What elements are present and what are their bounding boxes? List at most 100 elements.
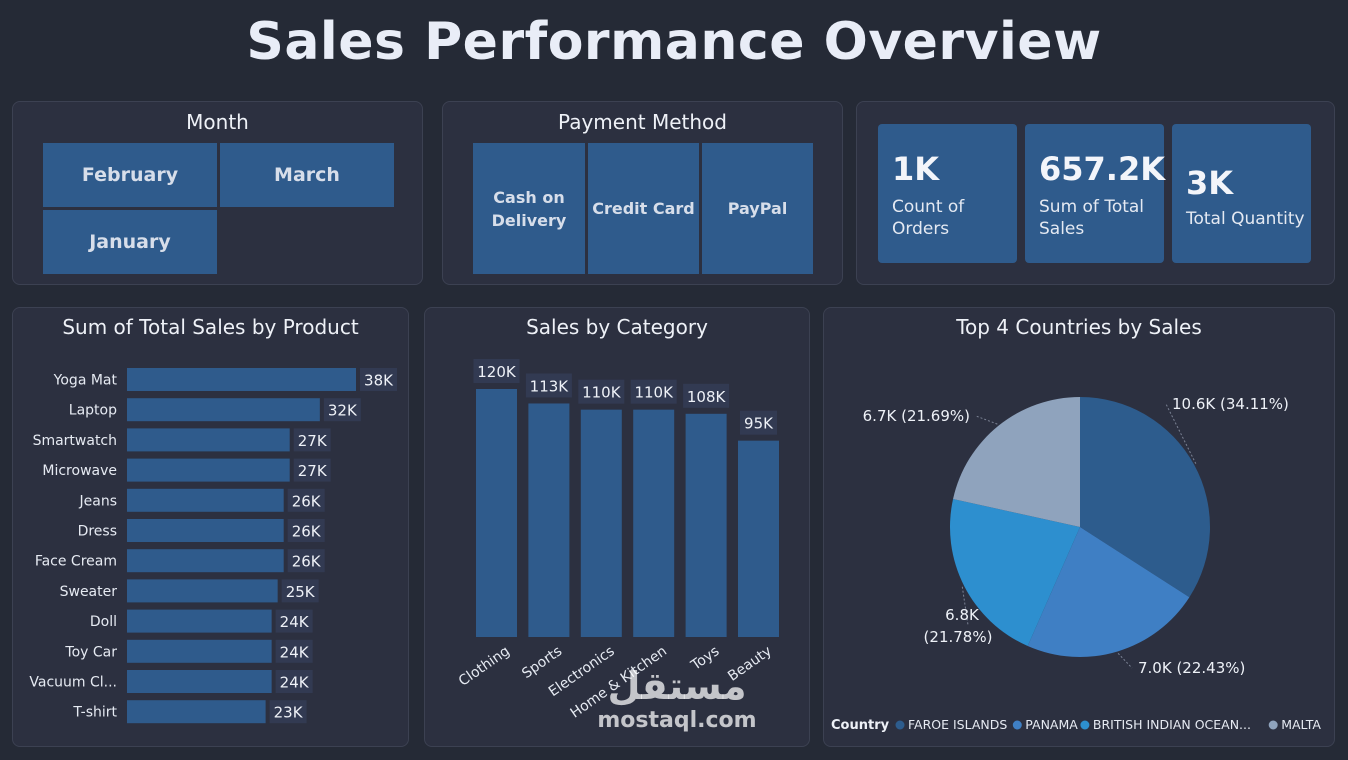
category-axis-label: Sports [519,643,565,682]
kpi-value: 3K [1186,164,1234,202]
product-value-label-bg [281,579,319,603]
pie-leader-line [975,415,998,425]
product-category-label: Dress [78,524,117,540]
product-bar[interactable] [127,700,266,724]
product-bar[interactable] [127,549,284,573]
pie-legend-item[interactable]: MALTA [1281,717,1321,732]
pie-legend-item[interactable]: PANAMA [1025,717,1078,732]
product-sales-bar-chart: Yoga Mat 38K Laptop 32K Smartwatch 27K Microwa… [29,368,397,724]
category-value-label-bg [740,410,777,435]
category-sales-chart-panel: Sales by Category 120K Clothing 113K Sports… [424,307,810,747]
kpi-card-total-quantity: 3K Total Quantity [1172,124,1311,263]
product-bar[interactable] [127,488,284,512]
pie-legend-marker [1268,720,1278,730]
payment-slicer-panel: Payment Method Cash on Delivery Credit C… [442,101,843,285]
category-bar[interactable] [633,409,675,637]
product-category-label: Vacuum Cl... [29,675,117,691]
product-value-label-bg [293,428,331,452]
pie-data-label: 6.7K (21.69%) [863,407,970,425]
pie-legend-item[interactable]: FAROE ISLANDS [908,717,1007,732]
category-bar[interactable] [685,413,727,637]
product-bar[interactable] [127,670,272,693]
payment-option-cash-on-delivery[interactable]: Cash on Delivery [473,143,585,274]
month-slicer-panel: Month February March January [12,101,423,285]
product-value-label-bg [287,549,325,573]
product-bar[interactable] [127,519,284,542]
category-value-label-bg [578,379,625,404]
product-bar[interactable] [127,428,290,452]
product-value-label-bg [293,458,331,482]
month-option-february[interactable]: February [43,143,217,207]
product-value-label: 27K [298,462,328,480]
product-value-label-bg [269,700,307,724]
product-value-label: 26K [292,553,322,571]
kpi-label: Sum of Total Sales [1039,197,1145,239]
product-value-label: 24K [280,674,310,692]
product-value-label: 25K [286,583,316,601]
kpi-panel: 1K Count of Orders 657.2K Sum of Total S… [856,101,1335,285]
payment-option-credit-card[interactable]: Credit Card [588,143,699,274]
pie-data-label: 6.8K [945,606,980,624]
product-value-label-bg [275,639,313,663]
month-option-january[interactable]: January [43,210,217,274]
product-bar[interactable] [127,579,278,603]
month-option-march[interactable]: March [220,143,394,207]
product-value-label: 32K [328,402,358,420]
category-value-label: 95K [744,415,774,433]
kpi-card-orders: 1K Count of Orders [878,124,1017,263]
pie-slice[interactable] [1027,527,1190,657]
product-category-label: Doll [90,614,117,630]
category-value-label-bg [473,359,520,383]
product-value-label-bg [287,488,325,512]
category-bar[interactable] [738,440,779,637]
category-bar[interactable] [580,409,622,637]
pie-legend-item[interactable]: BRITISH INDIAN OCEAN... [1093,717,1251,732]
kpi-card-total-sales: 657.2K Sum of Total Sales [1025,124,1166,263]
category-value-label: 113K [530,377,570,395]
watermark-arabic: مستقل [607,664,747,708]
product-value-label-bg [323,398,361,422]
pie-slice[interactable] [950,498,1080,647]
kpi-value: 657.2K [1039,150,1166,188]
product-category-label: Sweater [60,584,118,600]
product-bar[interactable] [127,609,272,633]
product-category-label: Face Cream [35,554,117,570]
product-category-label: Toy Car [64,644,117,660]
product-category-label: Yoga Mat [53,373,118,389]
watermark-latin: mostaql.com [597,708,757,733]
product-category-label: Microwave [42,463,117,479]
product-bar[interactable] [127,458,290,482]
pie-data-label: 7.0K (22.43%) [1138,659,1245,677]
category-bar[interactable] [476,389,517,637]
category-value-label-bg [683,383,730,408]
pie-slice[interactable] [1080,397,1210,598]
chart-title: Sum of Total Sales by Product [62,315,359,339]
pie-leader-line [1165,403,1197,464]
product-value-label-bg [360,368,397,391]
page-title: Sales Performance Overview [246,12,1102,72]
category-value-label: 108K [687,388,727,406]
product-bar[interactable] [127,398,320,422]
product-value-label-bg [275,670,313,693]
product-bar[interactable] [127,639,272,663]
kpi-label: Count of Orders [892,197,965,239]
kpi-label: Total Quantity [1186,209,1305,229]
pie-legend-marker [895,720,905,730]
pie-slice[interactable] [953,397,1080,527]
pie-leader-line [961,586,969,626]
country-sales-chart-panel: Top 4 Countries by Sales 10.6K (34.11%) 7… [823,307,1335,747]
category-value-label: 120K [477,363,517,381]
product-bar[interactable] [127,368,356,391]
watermark: مستقل mostaql.com [592,664,762,734]
payment-option-paypal[interactable]: PayPal [702,143,813,274]
product-value-label-bg [287,519,325,542]
category-bar[interactable] [528,403,570,637]
category-axis-label: Clothing [456,643,513,690]
product-value-label: 24K [280,613,310,631]
product-value-label: 24K [280,643,310,661]
pie-data-label: (21.78%) [924,628,993,646]
category-value-label: 110K [582,384,622,402]
product-value-label: 26K [292,492,322,510]
product-category-label: T-shirt [72,705,117,721]
product-value-label: 23K [274,704,304,722]
